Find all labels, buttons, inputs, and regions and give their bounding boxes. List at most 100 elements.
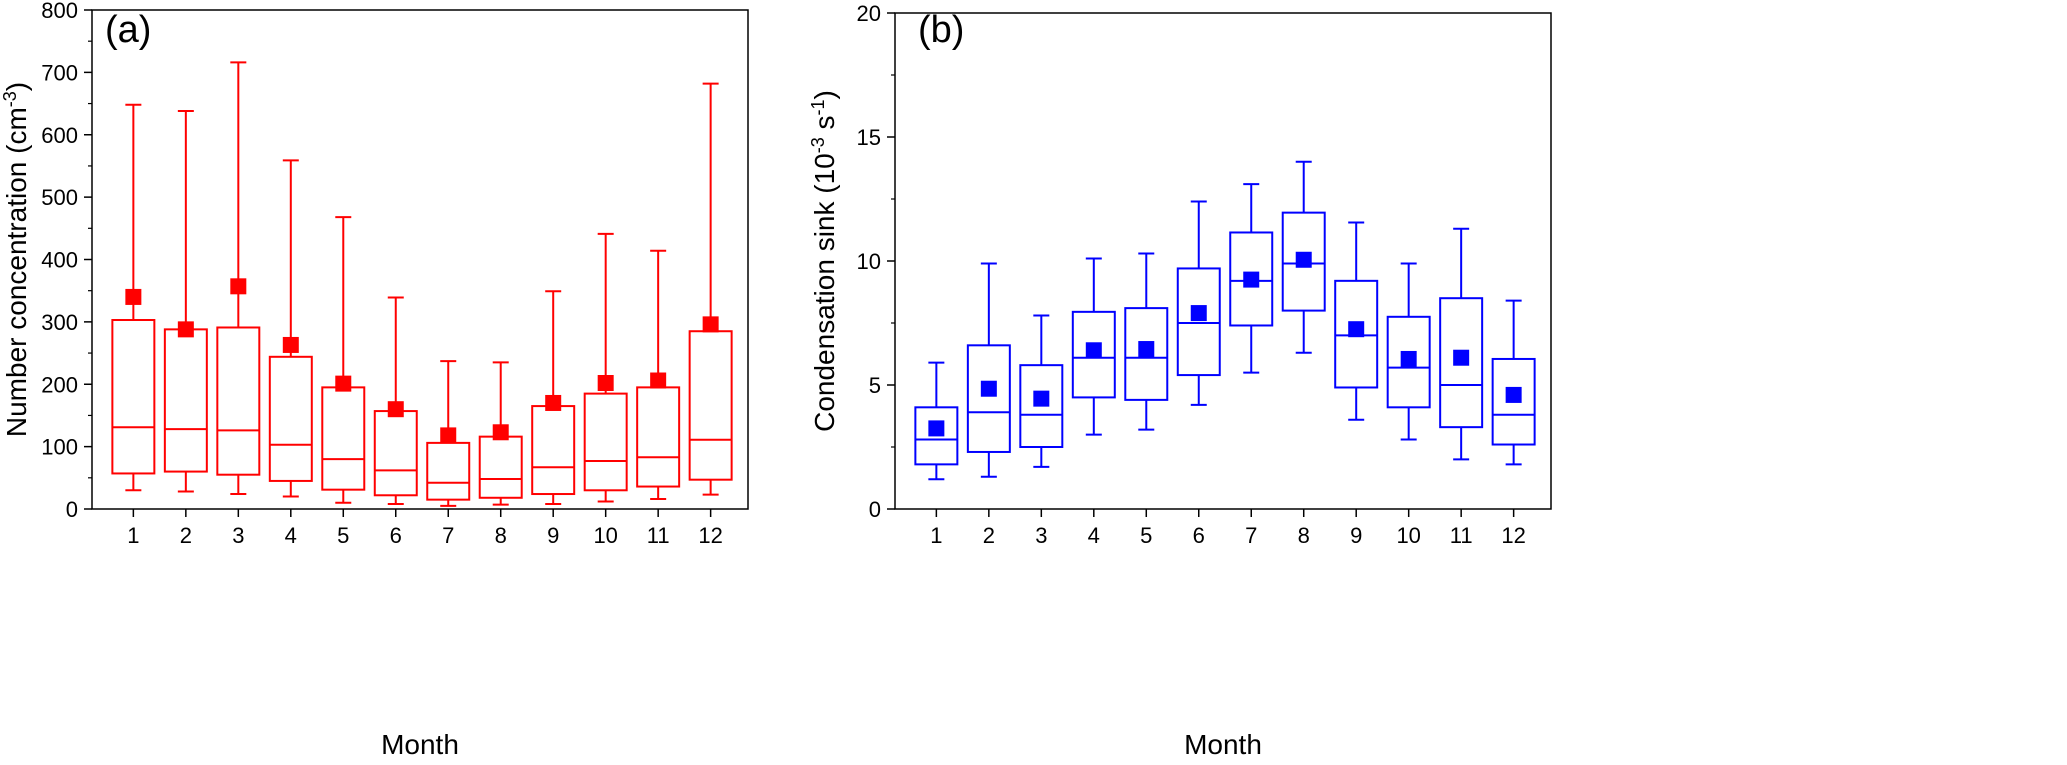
box-month-12 (688, 82, 733, 496)
y-tick-label: 200 (41, 372, 78, 397)
x-axis-label: Month (381, 729, 459, 760)
iqr-box (111, 319, 156, 475)
x-tick-label: 5 (337, 523, 349, 548)
mean-marker (1505, 386, 1522, 403)
x-tick-label: 11 (1450, 523, 1473, 548)
y-tick-label: 700 (41, 60, 78, 85)
x-tick-label: 2 (180, 523, 192, 548)
x-tick-label: 11 (647, 523, 670, 548)
mean-marker (980, 380, 997, 397)
y-tick-label: 0 (869, 497, 881, 522)
iqr-box (216, 326, 261, 476)
iqr-box (1491, 357, 1536, 446)
mean-marker (125, 288, 142, 305)
box-month-1 (111, 103, 156, 492)
iqr-box (163, 328, 208, 473)
mean-marker (702, 316, 719, 333)
iqr-box (1071, 310, 1116, 399)
box-month-11 (1439, 227, 1484, 461)
iqr-box (1334, 279, 1379, 389)
y-tick-label: 500 (41, 185, 78, 210)
box-month-3 (216, 61, 261, 496)
mean-marker (1348, 321, 1365, 338)
box-month-9 (1334, 221, 1379, 421)
x-tick-label: 3 (232, 523, 244, 548)
box-month-10 (583, 232, 628, 503)
mean-marker (650, 372, 667, 389)
iqr-box (966, 344, 1011, 453)
box-month-1 (914, 361, 959, 481)
iqr-box (531, 405, 576, 496)
y-tick-label: 800 (41, 0, 78, 23)
x-tick-label: 6 (390, 523, 402, 548)
x-axis-label: Month (1184, 729, 1262, 760)
iqr-box (373, 410, 418, 497)
y-tick-label: 5 (869, 373, 881, 398)
mean-marker (282, 336, 299, 353)
x-tick-label: 9 (1350, 523, 1362, 548)
x-tick-label: 10 (1396, 523, 1420, 548)
y-tick-label: 20 (857, 1, 881, 26)
box-month-4 (268, 159, 313, 498)
mean-marker (1400, 350, 1417, 367)
box-month-5 (1124, 252, 1169, 431)
y-tick-label: 400 (41, 248, 78, 273)
box-month-7 (426, 360, 471, 507)
mean-marker (928, 420, 945, 437)
iqr-box (1386, 315, 1431, 409)
mean-marker (1243, 271, 1260, 288)
mean-marker (1033, 390, 1050, 407)
y-tick-label: 0 (66, 497, 78, 522)
plot-frame (894, 12, 1552, 510)
mean-marker (1453, 349, 1470, 366)
x-tick-label: 10 (593, 523, 617, 548)
x-tick-label: 12 (1501, 523, 1525, 548)
x-tick-label: 9 (547, 523, 559, 548)
y-tick-label: 300 (41, 310, 78, 335)
box-month-12 (1491, 299, 1536, 466)
box-month-9 (531, 290, 576, 506)
mean-marker (1295, 251, 1312, 268)
mean-marker (177, 321, 194, 338)
box-month-6 (1176, 200, 1221, 406)
mean-marker (1085, 342, 1102, 359)
x-tick-label: 2 (983, 523, 995, 548)
y-tick-label: 600 (41, 123, 78, 148)
iqr-box (426, 441, 471, 501)
mean-marker (387, 401, 404, 418)
box-month-4 (1071, 257, 1116, 436)
iqr-box (1439, 297, 1484, 429)
box-month-2 (163, 110, 208, 493)
iqr-box (1281, 211, 1326, 312)
panel-label: (a) (105, 9, 151, 51)
x-tick-label: 8 (1298, 523, 1310, 548)
y-axis-label: Condensation sink (10-3 s-1) (808, 90, 840, 432)
iqr-box (1019, 364, 1064, 448)
box-month-7 (1229, 183, 1274, 374)
x-tick-label: 1 (127, 523, 139, 548)
y-axis-label: Number concentration (cm-3) (0, 82, 32, 437)
x-tick-label: 12 (698, 523, 722, 548)
mean-marker (1138, 341, 1155, 358)
box-month-8 (478, 361, 523, 506)
iqr-box (583, 392, 628, 492)
x-tick-label: 4 (1088, 523, 1100, 548)
x-tick-label: 3 (1035, 523, 1047, 548)
mean-marker (440, 427, 457, 444)
y-tick-label: 15 (857, 125, 881, 150)
iqr-box (1124, 307, 1169, 401)
x-tick-label: 5 (1140, 523, 1152, 548)
iqr-box (1229, 231, 1274, 327)
x-tick-label: 8 (495, 523, 507, 548)
iqr-box (268, 355, 313, 482)
box-month-2 (966, 262, 1011, 478)
mean-marker (545, 394, 562, 411)
panel-label: (b) (918, 9, 964, 51)
iqr-box (321, 386, 366, 491)
y-tick-label: 100 (41, 435, 78, 460)
iqr-box (1176, 267, 1221, 377)
box-month-8 (1281, 160, 1326, 354)
